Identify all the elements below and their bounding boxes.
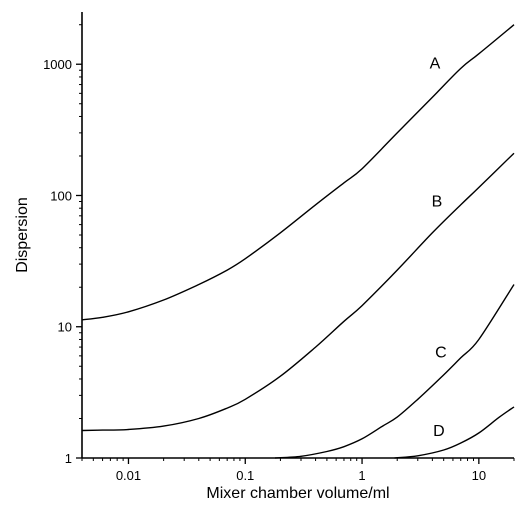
- y-tick-label: 10: [58, 320, 72, 335]
- series-label-b: B: [432, 193, 443, 210]
- y-axis-title: Dispersion: [14, 197, 31, 273]
- series-label-a: A: [430, 55, 441, 72]
- x-tick-label: 0.1: [236, 468, 254, 483]
- x-tick-label: 1: [358, 468, 365, 483]
- x-axis-title: Mixer chamber volume/ml: [206, 485, 389, 502]
- series-line-c: [275, 284, 515, 459]
- series-curves: [81, 24, 515, 459]
- y-tick-label: 1000: [43, 57, 72, 72]
- x-axis-ticks: 0.01 0.1 1 10: [116, 458, 486, 483]
- x-minor-ticks: [81, 458, 515, 461]
- y-tick-label: 100: [50, 188, 72, 203]
- y-axis-ticks: 1 10 100 1000: [43, 57, 82, 466]
- series-labels: A B C D: [430, 55, 447, 440]
- series-line-b: [81, 152, 515, 432]
- series-line-d: [394, 406, 515, 459]
- y-minor-ticks: [79, 24, 82, 419]
- series-label-d: D: [433, 423, 445, 440]
- plot-frame: [81, 12, 514, 459]
- series-line-a: [81, 24, 515, 321]
- y-tick-label: 1: [65, 451, 72, 466]
- series-label-c: C: [435, 345, 447, 362]
- x-tick-label: 0.01: [116, 468, 141, 483]
- x-tick-label: 10: [472, 468, 486, 483]
